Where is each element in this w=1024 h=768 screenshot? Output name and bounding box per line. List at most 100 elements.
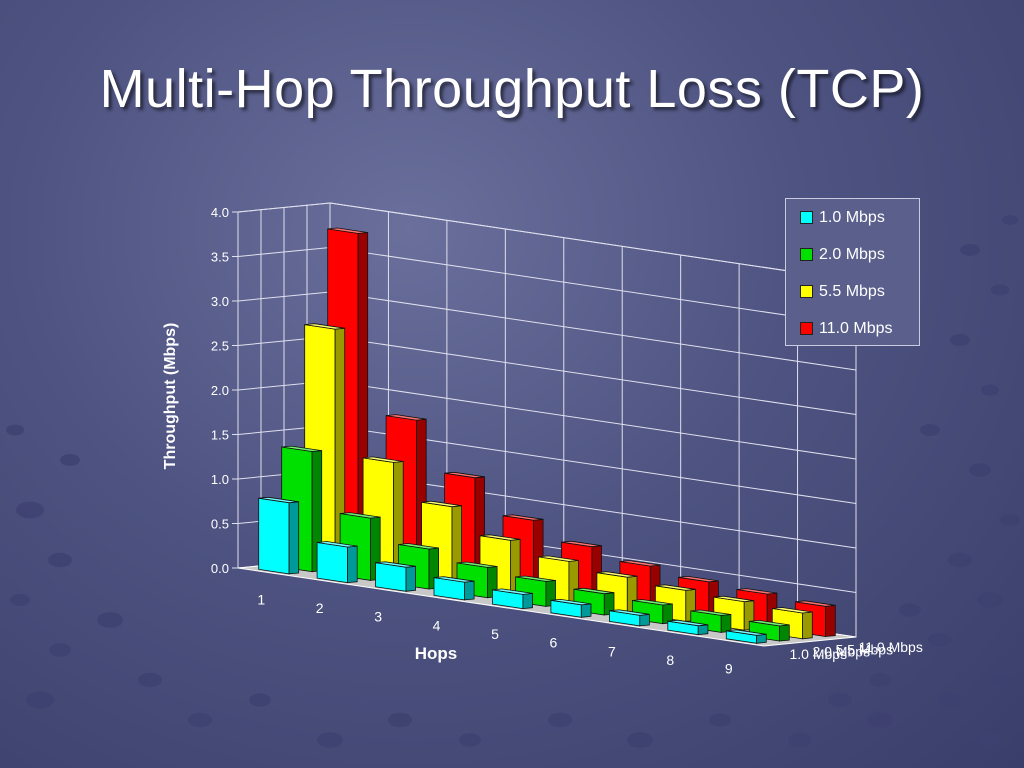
background-dot — [977, 592, 1003, 608]
bar-side — [697, 624, 709, 636]
y-tick-label: 0.0 — [211, 561, 229, 576]
bar-top — [655, 584, 696, 591]
depth-tick-label: 1.0 Mbps — [790, 646, 848, 662]
background-dot — [920, 424, 940, 436]
bar-top — [281, 445, 322, 452]
bar-top — [690, 609, 731, 616]
bar-top — [795, 600, 836, 607]
bar-top — [327, 227, 368, 234]
bar-top — [736, 588, 777, 595]
slide-title: Multi-Hop Throughput Loss (TCP) — [99, 59, 925, 119]
bar-top — [632, 599, 673, 606]
background-dot — [1002, 215, 1018, 225]
bar-top — [678, 575, 719, 583]
bar-side — [639, 613, 650, 627]
bar-front — [258, 497, 290, 575]
bar-top — [375, 561, 416, 568]
legend-swatch-11-0 — [800, 321, 813, 335]
background-dot — [867, 712, 893, 728]
bar — [316, 541, 358, 584]
bar-top — [515, 575, 556, 582]
background-dot — [978, 732, 1002, 748]
y-tick-label: 3.0 — [211, 294, 229, 309]
background-dot — [627, 732, 653, 748]
bar-top — [421, 500, 462, 508]
y-axis-label: Throughput (Mbps) — [162, 323, 179, 470]
background-dot — [26, 691, 54, 709]
depth-tick-label: 2.0 Mbps — [813, 644, 871, 660]
background-dot — [388, 712, 412, 728]
bar-side — [779, 624, 790, 642]
y-tick-label: 3.5 — [211, 250, 229, 265]
bar-top — [479, 534, 521, 541]
background-dot — [788, 732, 812, 748]
bar — [550, 598, 592, 618]
x-tick-label: 3 — [374, 609, 382, 625]
bar-side — [522, 592, 533, 610]
legend-label: 11.0 Mbps — [819, 320, 893, 337]
x-tick-label: 8 — [666, 652, 674, 668]
bar-top — [667, 619, 708, 627]
background-dot — [1000, 514, 1020, 526]
chart-bars — [258, 227, 836, 644]
bar-side — [580, 603, 592, 618]
background-dot — [548, 712, 572, 728]
chart-legend: 1.0 Mbps 2.0 Mbps 5.5 Mbps 11.0 Mbps — [785, 198, 920, 346]
legend-swatch-2-0 — [800, 247, 813, 261]
x-tick-label: 1 — [257, 591, 265, 607]
background-dot — [10, 594, 30, 606]
background-dot — [981, 384, 999, 396]
bar — [725, 629, 767, 644]
depth-tick-label: 5.5 Mbps — [836, 641, 894, 657]
y-tick-label: 4.0 — [211, 205, 229, 220]
x-tick-label: 5 — [491, 626, 499, 642]
bar-side — [756, 633, 767, 644]
bar-top — [538, 555, 579, 562]
legend-label: 5.5 Mbps — [819, 283, 885, 300]
bar-top — [340, 512, 381, 519]
legend-item: 2.0 Mbps — [800, 246, 885, 266]
background-dot — [960, 244, 980, 256]
background-dot — [188, 712, 212, 728]
background-dot — [48, 552, 72, 568]
background-dot — [969, 463, 991, 477]
bar-top — [619, 560, 661, 567]
bar-front — [375, 562, 407, 592]
bar-side — [463, 580, 475, 601]
gridline-back — [329, 291, 857, 371]
background-dot — [6, 424, 24, 436]
gridline-back — [329, 247, 857, 326]
bar-top — [502, 514, 544, 521]
background-dot — [709, 713, 731, 727]
chart-labels: 0.0 0.5 1.0 1.5 2.0 2.5 3.0 3.5 4.0 1 2 3 4 5 6 7 8 9 1.0 … — [162, 205, 923, 677]
background-dot — [317, 732, 343, 748]
bar-top — [492, 588, 533, 595]
bar-side — [347, 545, 358, 584]
background-dot — [60, 454, 80, 466]
y-tick-label: 2.0 — [211, 383, 229, 398]
legend-label: 2.0 Mbps — [819, 246, 885, 263]
background-dot — [16, 501, 44, 519]
x-axis-label: Hops — [415, 644, 458, 663]
background-dot — [989, 673, 1011, 687]
x-tick-label: 9 — [725, 661, 733, 677]
bar-side — [720, 614, 732, 633]
bar-top — [444, 471, 485, 479]
gridline-back — [329, 380, 857, 460]
x-tick-label: 4 — [433, 617, 441, 633]
x-tick-label: 2 — [316, 600, 324, 616]
depth-tick-label: 11.0 Mbps — [859, 639, 923, 655]
legend-item: 1.0 Mbps — [800, 209, 885, 229]
background-dot — [459, 733, 481, 747]
background-dot — [948, 552, 972, 568]
bar — [667, 619, 709, 636]
background-dot — [49, 643, 71, 657]
legend-swatch-1-0 — [800, 210, 813, 224]
legend-item: 11.0 Mbps — [800, 320, 893, 340]
bar — [375, 561, 417, 592]
bar-top — [713, 595, 754, 603]
bar-top — [304, 323, 345, 330]
y-tick-label: 1.0 — [211, 472, 229, 487]
